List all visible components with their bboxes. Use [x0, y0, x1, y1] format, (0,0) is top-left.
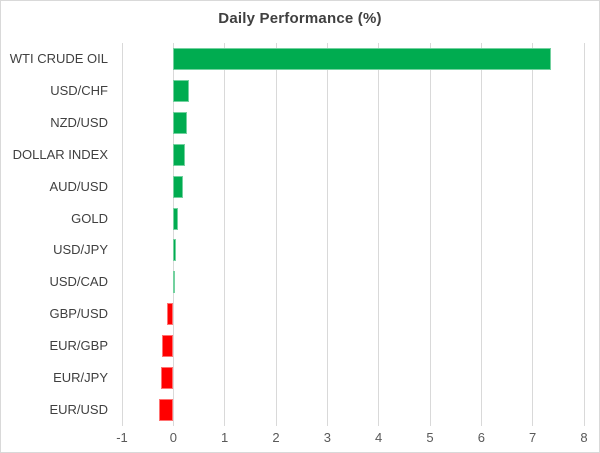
x-tick-label: 6: [477, 430, 485, 445]
gridline: [378, 43, 380, 426]
bar: [173, 111, 188, 134]
bar: [173, 239, 177, 262]
bar: [173, 143, 186, 166]
category-label: EUR/GBP: [49, 338, 108, 354]
x-tick-label: 1: [221, 430, 229, 445]
gridline: [480, 43, 482, 426]
x-tick-label: -1: [116, 430, 128, 445]
category-label: GOLD: [71, 210, 108, 226]
gridline: [429, 43, 431, 426]
category-label: USD/CAD: [49, 274, 108, 290]
bar: [162, 335, 174, 358]
bar: [173, 207, 179, 230]
category-axis: WTI CRUDE OIL USD/CHF NZD/USD DOLLAR INDEX A…: [1, 43, 108, 426]
x-tick-label: 0: [169, 430, 177, 445]
gridline: [275, 43, 277, 426]
chart-title: Daily Performance (%): [218, 10, 382, 27]
x-tick-label: 2: [272, 430, 280, 445]
x-tick-label: 3: [323, 430, 331, 445]
x-tick-label: 7: [529, 430, 537, 445]
bar: [173, 47, 551, 70]
gridline: [121, 43, 123, 426]
x-tick-label: 5: [426, 430, 434, 445]
category-label: NZD/USD: [50, 114, 108, 130]
bar: [167, 303, 174, 326]
bar: [173, 271, 176, 294]
gridline: [172, 43, 174, 426]
plot-area: [121, 43, 585, 426]
category-label: EUR/JPY: [53, 370, 108, 386]
bar: [173, 175, 184, 198]
value-axis: -1 0 1 2 3 4 5 6 7 8: [1, 430, 599, 448]
category-label: WTI CRUDE OIL: [9, 50, 108, 66]
gridline: [583, 43, 585, 426]
gridline: [532, 43, 534, 426]
bar: [173, 79, 189, 102]
x-tick-label: 4: [375, 430, 383, 445]
category-label: USD/CHF: [50, 82, 108, 98]
category-label: USD/JPY: [53, 242, 108, 258]
category-label: AUD/USD: [49, 178, 108, 194]
gridline: [326, 43, 328, 426]
x-tick-label: 8: [580, 430, 588, 445]
category-label: DOLLAR INDEX: [12, 146, 108, 162]
category-label: GBP/USD: [49, 306, 108, 322]
gridline: [224, 43, 226, 426]
bar: [158, 399, 174, 422]
bar: [160, 367, 174, 390]
category-label: EUR/USD: [49, 402, 108, 418]
